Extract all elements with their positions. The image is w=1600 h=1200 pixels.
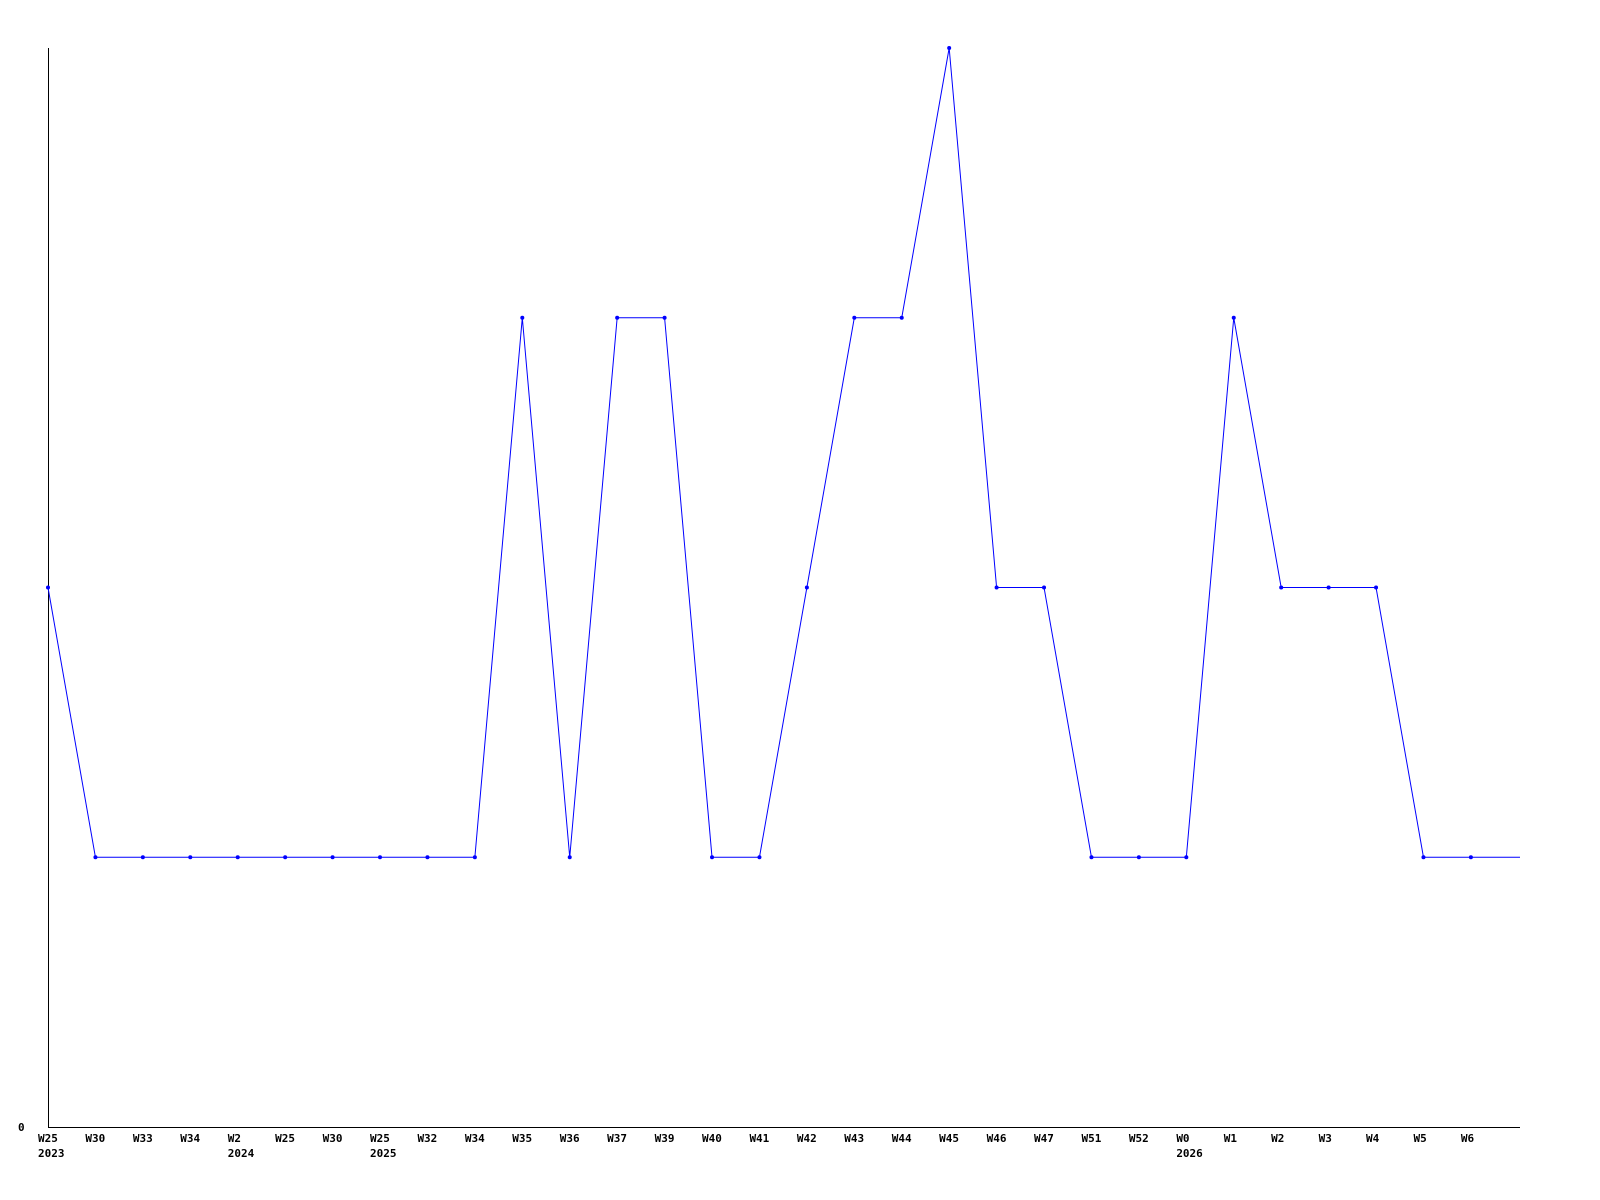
x-year-label: 2023 xyxy=(38,1147,65,1160)
x-tick-label: W3 xyxy=(1319,1132,1332,1145)
x-tick-label: W35 xyxy=(512,1132,532,1145)
x-tick-label: W44 xyxy=(892,1132,912,1145)
data-point xyxy=(1184,855,1189,860)
data-point xyxy=(1136,855,1141,860)
data-point xyxy=(93,855,98,860)
data-point xyxy=(1231,315,1236,320)
x-tick-label: W25 xyxy=(38,1132,58,1145)
x-tick-label: W37 xyxy=(607,1132,627,1145)
x-tick-label: W0 xyxy=(1176,1132,1189,1145)
data-point xyxy=(140,855,145,860)
x-tick-label: W47 xyxy=(1034,1132,1054,1145)
data-point xyxy=(330,855,335,860)
data-point xyxy=(235,855,240,860)
x-tick-label: W5 xyxy=(1413,1132,1426,1145)
x-tick-label: W32 xyxy=(417,1132,437,1145)
data-point xyxy=(1042,585,1047,590)
data-point xyxy=(1468,855,1473,860)
data-point xyxy=(852,315,857,320)
data-point xyxy=(1089,855,1094,860)
data-point xyxy=(710,855,715,860)
data-point xyxy=(662,315,667,320)
series-line xyxy=(47,47,1520,858)
x-tick-label: W43 xyxy=(844,1132,864,1145)
data-point xyxy=(472,855,477,860)
data-point xyxy=(804,585,809,590)
data-point xyxy=(378,855,383,860)
x-tick-label: W33 xyxy=(133,1132,153,1145)
x-year-label: 2026 xyxy=(1176,1147,1203,1160)
data-point xyxy=(425,855,430,860)
x-year-label: 2024 xyxy=(228,1147,255,1160)
data-point xyxy=(188,855,193,860)
data-point xyxy=(1374,585,1379,590)
x-tick-label: W25 xyxy=(275,1132,295,1145)
data-point xyxy=(283,855,288,860)
x-tick-label: W1 xyxy=(1224,1132,1238,1145)
x-tick-label: W30 xyxy=(323,1132,343,1145)
x-tick-label: W52 xyxy=(1129,1132,1149,1145)
x-tick-label: W30 xyxy=(85,1132,105,1145)
data-point xyxy=(1326,585,1331,590)
data-point xyxy=(46,585,50,590)
data-point xyxy=(994,585,999,590)
x-tick-label: W46 xyxy=(987,1132,1007,1145)
data-point xyxy=(615,315,620,320)
x-tick-label: W2 xyxy=(1271,1132,1284,1145)
data-point xyxy=(899,315,904,320)
x-tick-label: W51 xyxy=(1081,1132,1101,1145)
y-tick-label-0: 0 xyxy=(18,1121,25,1134)
x-tick-label: W39 xyxy=(655,1132,675,1145)
x-tick-label: W6 xyxy=(1461,1132,1475,1145)
x-tick-label: W42 xyxy=(797,1132,817,1145)
data-point xyxy=(947,46,952,50)
x-tick-label: W34 xyxy=(465,1132,485,1145)
x-tick-label: W40 xyxy=(702,1132,722,1145)
x-tick-label: W41 xyxy=(749,1132,769,1145)
x-tick-label: W36 xyxy=(560,1132,580,1145)
x-tick-label: W25 xyxy=(370,1132,390,1145)
x-tick-label: W4 xyxy=(1366,1132,1380,1145)
data-point xyxy=(567,855,572,860)
x-year-label: 2025 xyxy=(370,1147,397,1160)
data-point xyxy=(520,315,525,320)
data-point xyxy=(1279,585,1284,590)
x-tick-label: W34 xyxy=(180,1132,200,1145)
x-tick-label: W2 xyxy=(228,1132,241,1145)
data-point xyxy=(1421,855,1426,860)
data-point xyxy=(757,855,762,860)
x-tick-label: W45 xyxy=(939,1132,959,1145)
